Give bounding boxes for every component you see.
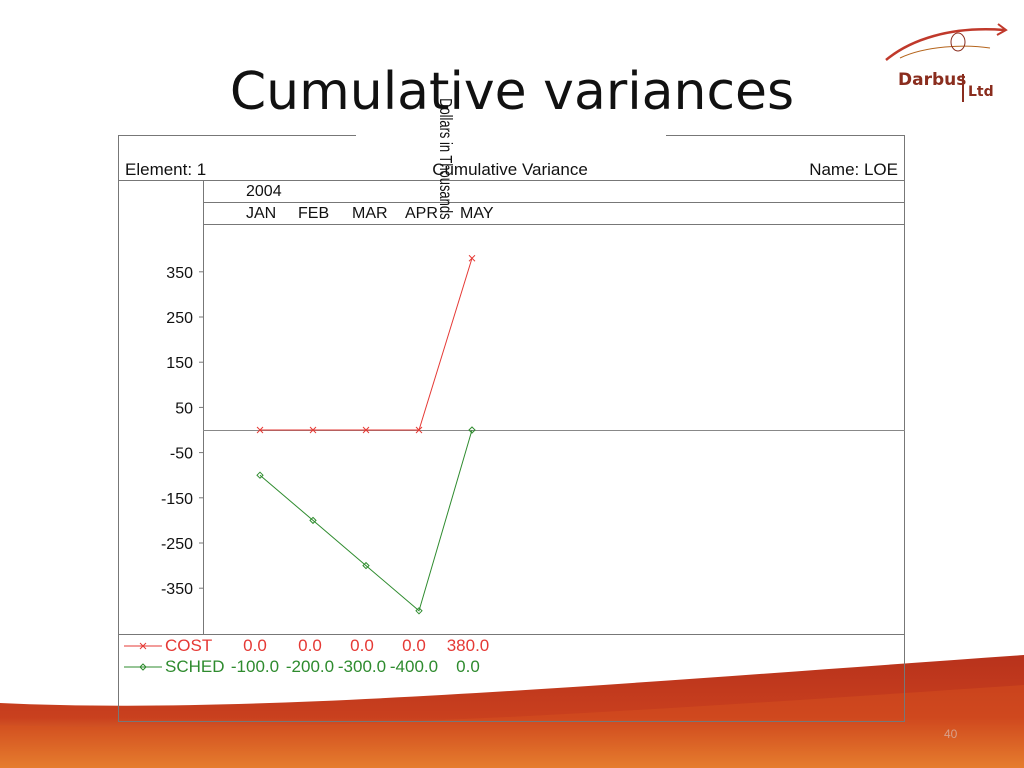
month-label-may: MAY [460, 205, 494, 222]
cost-point [362, 426, 370, 434]
month-label-mar: MAR [352, 205, 388, 222]
header-element: Element: 1 [125, 160, 206, 179]
y-tick-label: 50 [175, 400, 193, 417]
legend-name-sched: SCHED [165, 657, 225, 676]
legend-value: 0.0 [402, 636, 426, 655]
legend-value: 0.0 [243, 636, 267, 655]
header-title: Cumulative Variance [432, 160, 588, 179]
y-tick-label: -250 [161, 536, 193, 553]
series-line-sched [259, 429, 473, 612]
month-label-feb: FEB [298, 205, 329, 222]
series-line-cost [260, 258, 473, 431]
y-tick-label: -350 [161, 581, 193, 598]
legend-value: 380.0 [447, 636, 490, 655]
sched-point [309, 516, 317, 525]
chart-title-mask [356, 128, 666, 140]
legend-value: -100.0 [231, 657, 279, 676]
legend: COST 0.0 0.0 0.0 0.0 380.0 SCHED -100.0 -200.0 -3… [124, 636, 489, 676]
y-tick-label: -50 [170, 446, 193, 463]
y-axis-label: Dollars in Thousands [435, 98, 455, 220]
cost-point [415, 426, 423, 434]
darbus-logo-swoosh-icon [885, 23, 1008, 61]
sched-point [468, 426, 476, 434]
y-tick-label: -150 [161, 491, 193, 508]
series-layer [256, 254, 476, 615]
chart-frame [118, 135, 905, 722]
month-label-jan: JAN [246, 205, 276, 222]
legend-value: 0.0 [456, 657, 480, 676]
month-labels: JAN FEB MAR APR MAY [246, 205, 494, 222]
y-tick-label: 150 [166, 355, 193, 372]
cost-point [256, 426, 264, 434]
cost-point [309, 426, 317, 434]
y-tick-label: 350 [166, 265, 193, 282]
y-axis-ticks: 350 250 150 50 -50 -150 -250 -350 [161, 265, 203, 598]
logo-name: Darbus [898, 70, 967, 90]
sched-point [256, 471, 264, 479]
logo-suffix: Ltd [968, 84, 994, 100]
decorative-wave [0, 655, 1024, 768]
legend-value: 0.0 [350, 636, 374, 655]
legend-value: -200.0 [286, 657, 334, 676]
legend-name-cost: COST [165, 636, 212, 655]
legend-value: -400.0 [390, 657, 438, 676]
logo-divider [962, 74, 964, 102]
page-number: 40 [944, 727, 958, 741]
month-label-apr: APR [405, 205, 438, 222]
header-name: Name: LOE [809, 160, 898, 179]
slide-title: Cumulative variances [229, 62, 795, 122]
year-label: 2004 [246, 183, 282, 200]
sched-point [362, 561, 370, 570]
cost-point [468, 254, 476, 262]
y-tick-label: 250 [166, 310, 193, 327]
legend-value: -300.0 [338, 657, 386, 676]
legend-value: 0.0 [298, 636, 322, 655]
sched-point [415, 607, 423, 615]
